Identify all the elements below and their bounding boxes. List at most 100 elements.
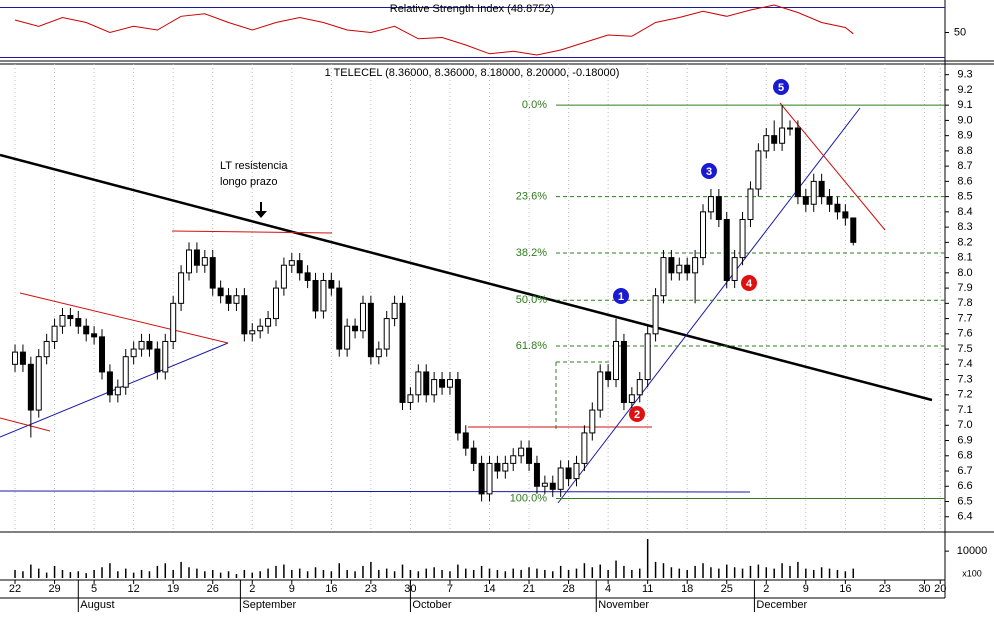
- fib-label: 100.0%: [510, 492, 548, 504]
- candle-body: [676, 264, 683, 274]
- candle-body: [589, 409, 596, 434]
- wave-labels: 1 2 3 4 5: [613, 79, 789, 422]
- candle-body: [462, 432, 469, 449]
- candle-body: [265, 318, 272, 327]
- candle-body: [636, 379, 643, 396]
- candle-body: [178, 272, 185, 304]
- candle-body: [43, 340, 50, 358]
- candle-body: [818, 180, 825, 198]
- wave-label: 1: [618, 291, 624, 303]
- wave-label: 3: [706, 166, 712, 178]
- volume-unit: x100: [962, 568, 982, 578]
- candle-body: [59, 315, 66, 327]
- y-tick-label: 9.2: [957, 84, 972, 96]
- candle-body: [352, 325, 359, 332]
- fib-label: 61.8%: [516, 340, 547, 352]
- candle-body: [557, 467, 564, 490]
- candle-body: [723, 218, 730, 281]
- candle-body: [794, 127, 801, 198]
- candle-body: [573, 462, 580, 480]
- candle-body: [486, 462, 493, 495]
- y-tick-label: 7.9: [957, 282, 972, 294]
- x-tick-label: 22: [9, 583, 21, 595]
- candle-body: [747, 188, 754, 220]
- y-tick-label: 7.6: [957, 328, 972, 340]
- candle-body: [233, 295, 240, 304]
- candle-body: [27, 363, 34, 411]
- month-label: August: [80, 599, 114, 611]
- wave-marker: [629, 406, 645, 422]
- candle-body: [83, 325, 90, 335]
- y-tick-label: 9.0: [957, 114, 972, 126]
- candle-body: [620, 340, 627, 403]
- candle-body: [209, 257, 216, 289]
- x-tick-label: 20: [934, 583, 946, 595]
- wave-marker: [701, 163, 717, 179]
- candle-body: [518, 447, 525, 457]
- y-tick-label: 9.3: [957, 69, 972, 81]
- candle-body: [225, 295, 232, 304]
- candle-body: [549, 482, 556, 490]
- candle-body: [415, 371, 422, 396]
- y-tick-label: 7.1: [957, 404, 972, 416]
- x-tick-label: 4: [605, 583, 611, 595]
- candle-body: [193, 249, 200, 266]
- support-line: [0, 490, 751, 493]
- x-tick-label: 16: [325, 583, 337, 595]
- x-tick-label: 30: [404, 583, 416, 595]
- candle-body: [383, 318, 390, 350]
- y-tick-label: 8.6: [957, 175, 972, 187]
- candle-body: [731, 257, 738, 281]
- candle-body: [162, 340, 169, 373]
- candle-body: [336, 287, 343, 350]
- arrow-head: [255, 211, 267, 218]
- data-marks: [12, 4, 857, 578]
- wave-label: 2: [634, 409, 640, 421]
- candle-body: [399, 302, 406, 403]
- candle-body: [470, 447, 477, 464]
- candle-body: [787, 127, 794, 130]
- grid: [0, 7, 949, 612]
- candle-body: [106, 371, 113, 396]
- candle-body: [597, 371, 604, 411]
- y-tick-label: 50: [954, 26, 966, 38]
- x-tick-label: 26: [207, 583, 219, 595]
- y-tick-label: 7.3: [957, 373, 972, 385]
- candle-body: [241, 295, 248, 335]
- candle-body: [375, 348, 382, 358]
- candle-body: [296, 260, 303, 274]
- y-tick-label: 6.8: [957, 450, 972, 462]
- candle-body: [605, 371, 612, 381]
- candle-body: [533, 462, 540, 487]
- candle-body: [75, 318, 82, 327]
- candle-body: [739, 218, 746, 259]
- wave-label: 4: [746, 278, 753, 290]
- candle-body: [454, 379, 461, 434]
- candle-body: [328, 279, 335, 289]
- candle-body: [541, 482, 548, 487]
- candle-body: [146, 340, 153, 350]
- x-tick-label: 25: [721, 583, 733, 595]
- candle-body: [700, 211, 707, 259]
- y-tick-label: 8.4: [957, 206, 972, 218]
- candle-body: [201, 257, 208, 266]
- x-tick-label: 9: [289, 583, 295, 595]
- candle-body: [91, 333, 98, 338]
- trendline: [19, 292, 229, 344]
- candle-body: [344, 325, 351, 350]
- candle-body: [446, 379, 453, 388]
- candle-body: [628, 394, 635, 403]
- x-tick-label: 2: [249, 583, 255, 595]
- fibonacci: 0.0% 23.6% 38.2% 50.0% 61.8% 100.0%: [510, 99, 945, 504]
- x-tick-label: 7: [447, 583, 453, 595]
- y-tick-label: 6.7: [957, 465, 972, 477]
- candle-body: [280, 264, 287, 289]
- candle-body: [130, 348, 137, 358]
- candle-body: [613, 340, 620, 381]
- candle-body: [715, 196, 722, 220]
- x-tick-label: 16: [839, 583, 851, 595]
- annotation: longo prazo: [220, 176, 278, 188]
- trendline: [0, 342, 229, 438]
- candle-body: [763, 135, 770, 152]
